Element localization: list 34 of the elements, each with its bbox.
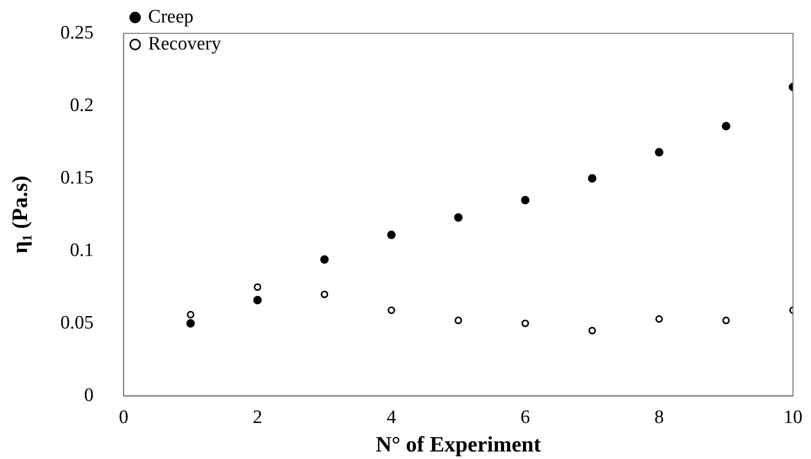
y-tick-label: 0 (84, 384, 94, 406)
x-tick-label: 4 (386, 407, 397, 428)
point (722, 316, 730, 324)
x-tick-label: 2 (252, 407, 262, 428)
point (320, 255, 329, 264)
point (654, 148, 664, 157)
point (588, 326, 596, 334)
x-tick-label: 6 (520, 407, 530, 428)
y-tick-label: 0.15 (60, 167, 94, 188)
point (186, 319, 195, 328)
x-tick-label: 0 (118, 407, 128, 428)
x-axis-title: N° of Experiment (376, 431, 542, 456)
point (253, 296, 262, 304)
y-tick-label: 0.1 (70, 240, 94, 261)
y-tick-label: 0.2 (70, 94, 94, 116)
point (454, 213, 463, 222)
y-axis-title: η₁ (Pa.s) (6, 176, 32, 254)
legend-label: Recovery (148, 33, 222, 54)
point (521, 196, 530, 204)
point (320, 290, 328, 298)
y-tick-label: 0.25 (60, 22, 94, 44)
point (388, 306, 396, 314)
y-tick-label: 0.05 (60, 312, 94, 334)
point (186, 310, 194, 318)
point (722, 122, 730, 130)
point (588, 174, 596, 183)
point (387, 230, 396, 240)
point (254, 283, 262, 291)
point (655, 315, 663, 323)
legend-label: Creep (148, 6, 194, 28)
x-tick-label: 10 (784, 407, 802, 428)
point (454, 316, 462, 324)
x-tick-label: 8 (654, 407, 664, 428)
point (522, 320, 530, 328)
